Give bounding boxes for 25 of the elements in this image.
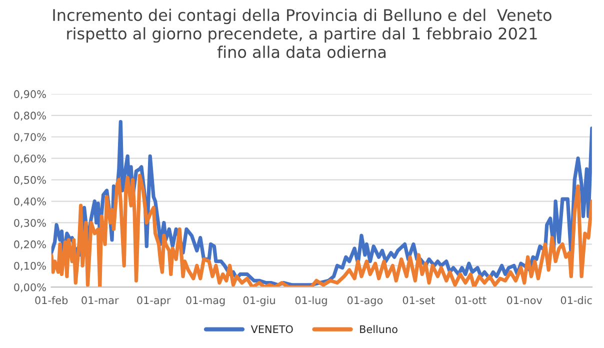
x-tick-label: 01-set <box>402 296 435 304</box>
y-tick-label: 0,30% <box>14 218 46 228</box>
y-tick-label: 0,20% <box>14 240 46 250</box>
y-tick-label: 0,60% <box>14 154 46 164</box>
x-tick-label: 01-apr <box>137 296 171 306</box>
legend-label: VENETO <box>250 325 293 334</box>
y-tick-label: 0,80% <box>14 112 46 121</box>
x-tick-label: 01-lug <box>295 296 327 306</box>
y-tick-label: 0,50% <box>14 176 46 185</box>
x-tick-label: 01-mar <box>82 296 119 304</box>
x-tick-label: 01-giu <box>243 296 275 306</box>
y-tick-label: 0,40% <box>14 197 46 206</box>
chart-title: Incremento dei contagi della Provincia di Belluno e del Veneto rispetto al giorno precendete, a partire dal 1 febbraio 2021 fino alla data odierna <box>53 8 552 58</box>
y-tick-label: 0,70% <box>14 133 46 142</box>
x-tick-label: 01-nov <box>506 296 542 304</box>
legend-label: Belluno <box>360 325 398 334</box>
x-tick-label: 01-mag <box>186 296 225 306</box>
y-tick-label: 0,00% <box>14 283 46 292</box>
y-tick-label: 0,10% <box>14 262 46 271</box>
y-tick-label: 0,90% <box>14 90 46 100</box>
x-tick-label: 01-feb <box>35 296 68 304</box>
line-series <box>51 174 592 288</box>
x-tick-label: 01-ott <box>455 296 486 304</box>
x-tick-label: 01-dic <box>560 296 592 304</box>
x-tick-label: 01-ago <box>347 296 383 306</box>
